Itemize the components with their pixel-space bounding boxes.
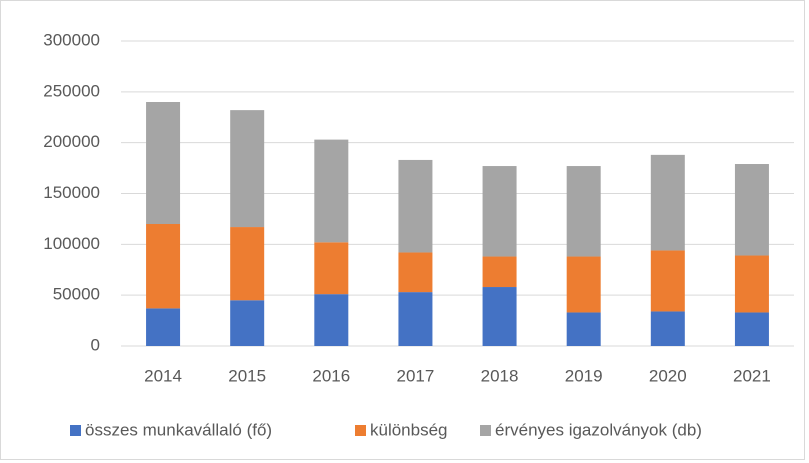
bar-segment (482, 287, 517, 346)
y-tick-label: 150000 (43, 183, 100, 202)
legend-swatch (70, 425, 81, 436)
legend-label: összes munkavállaló (fő) (85, 420, 272, 439)
bar-segment (398, 159, 433, 253)
bar-segment (734, 255, 769, 313)
bar-segment (314, 242, 349, 295)
bar-segment (650, 311, 685, 346)
bar-segment (734, 312, 769, 346)
y-tick-label: 50000 (53, 285, 100, 304)
bar-segment (314, 294, 349, 346)
x-tick-label: 2016 (312, 366, 350, 385)
y-tick-label: 200000 (43, 132, 100, 151)
bar-segment (230, 300, 265, 346)
bar-segment (398, 292, 433, 346)
legend-swatch (355, 425, 366, 436)
x-tick-label: 2021 (733, 366, 771, 385)
bar-segment (650, 154, 685, 251)
bar-segment (230, 110, 265, 228)
bar-segment (566, 256, 601, 313)
legend-swatch (480, 425, 491, 436)
bar-segment (146, 224, 181, 309)
bar-segment (566, 166, 601, 257)
bar-segment (650, 250, 685, 312)
bar-segment (734, 164, 769, 256)
bar-segment (146, 102, 181, 224)
bar-segment (398, 252, 433, 293)
bar-segment (146, 308, 181, 346)
legend-label: különbség (370, 420, 448, 439)
y-tick-label: 250000 (43, 81, 100, 100)
y-tick-label: 300000 (43, 30, 100, 49)
bar-segment (314, 139, 349, 243)
y-tick-label: 0 (91, 335, 100, 354)
x-tick-label: 2020 (649, 366, 687, 385)
x-tick-label: 2014 (144, 366, 182, 385)
x-tick-label: 2015 (228, 366, 266, 385)
bar-segment (482, 166, 517, 257)
y-tick-label: 100000 (43, 234, 100, 253)
x-tick-label: 2019 (565, 366, 603, 385)
bar-segment (566, 312, 601, 346)
bar-segment (230, 227, 265, 301)
bar-segment (482, 256, 517, 288)
legend-label: érvényes igazolványok (db) (495, 420, 702, 439)
x-tick-label: 2018 (481, 366, 519, 385)
x-tick-label: 2017 (397, 366, 435, 385)
